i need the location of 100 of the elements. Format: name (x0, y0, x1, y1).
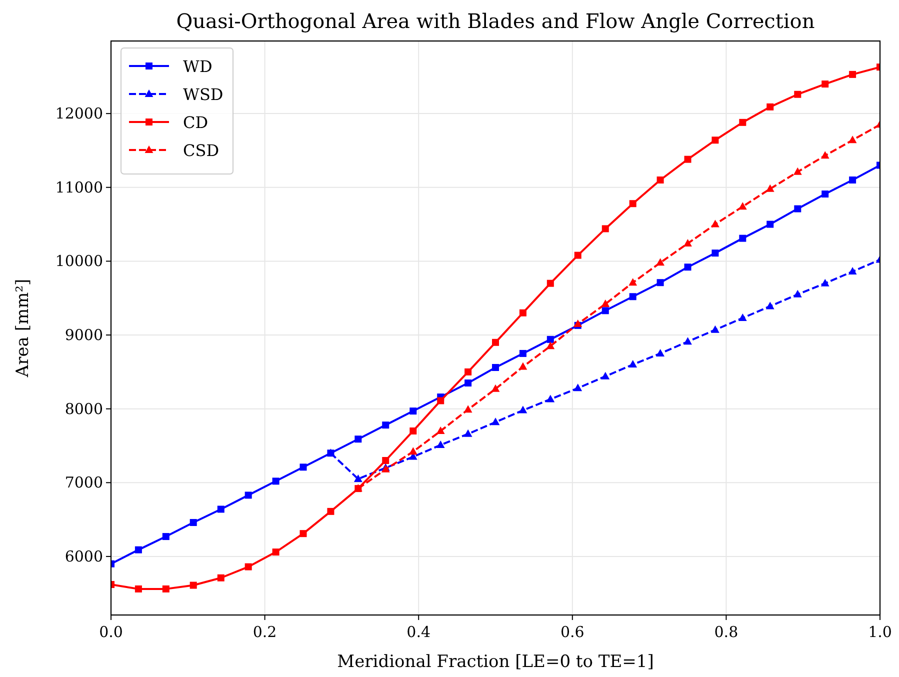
y-tick-label: 9000 (64, 326, 103, 344)
point (410, 408, 417, 415)
point (739, 118, 746, 126)
point (712, 136, 719, 144)
point (574, 252, 582, 259)
point (629, 200, 636, 208)
point (327, 508, 334, 515)
point (684, 156, 692, 163)
x-tick-label: 0.4 (406, 623, 431, 641)
x-tick-label: 0.0 (99, 623, 123, 641)
x-tick-label: 0.2 (252, 623, 277, 641)
point (410, 427, 417, 434)
point (766, 220, 774, 228)
point (629, 293, 636, 300)
point (519, 350, 526, 357)
point (190, 582, 197, 589)
y-tick-label: 10000 (55, 252, 103, 270)
x-tick-label: 1.0 (868, 623, 892, 641)
point (820, 151, 830, 159)
point (300, 464, 307, 471)
point (711, 325, 720, 333)
point (436, 426, 445, 434)
point (822, 190, 829, 198)
point (437, 397, 444, 404)
point (134, 546, 142, 554)
point (272, 548, 280, 556)
point (766, 302, 774, 310)
point (848, 136, 857, 144)
point (518, 406, 528, 414)
point (793, 167, 802, 175)
point (684, 264, 692, 271)
point (354, 474, 362, 482)
point (436, 440, 445, 448)
point (712, 250, 719, 257)
x-tick-label: 0.6 (560, 623, 584, 641)
y-tick-label: 6000 (64, 547, 103, 566)
point (684, 337, 692, 345)
point (382, 422, 390, 429)
point (464, 368, 472, 376)
point (601, 300, 610, 308)
point (738, 314, 747, 322)
point (822, 80, 829, 88)
point (546, 394, 555, 402)
point (684, 238, 692, 246)
point (354, 436, 362, 443)
point (464, 429, 472, 437)
point (491, 384, 500, 392)
point (492, 364, 499, 371)
point (464, 405, 472, 413)
chart-title: Quasi-Orthogonal Area with Blades and Flow Angle Correction (176, 9, 815, 33)
point (217, 506, 224, 513)
point (628, 360, 638, 368)
point (272, 478, 280, 485)
y-tick-label: 11000 (55, 178, 103, 196)
point (820, 278, 830, 286)
legend-label: CD (183, 113, 208, 132)
point (628, 278, 638, 286)
point (794, 205, 802, 212)
point (793, 290, 802, 298)
y-tick-label: 8000 (64, 400, 103, 418)
point (574, 319, 582, 327)
x-axis-title: Meridional Fraction [LE=0 to TE=1] (337, 652, 654, 672)
point (382, 457, 390, 464)
point (739, 234, 746, 242)
point (602, 225, 609, 232)
point (217, 574, 224, 582)
point (602, 307, 609, 314)
point (244, 492, 252, 499)
point (546, 336, 554, 343)
point (656, 279, 664, 286)
y-axis-title: Area [mm²] (13, 278, 33, 378)
point (601, 372, 610, 380)
point (244, 563, 252, 570)
point (492, 338, 499, 346)
x-tick-label: 0.8 (714, 623, 738, 641)
point (546, 342, 555, 350)
point (766, 103, 774, 110)
point (300, 530, 307, 538)
point (162, 585, 170, 592)
point (464, 379, 472, 386)
point (574, 384, 582, 392)
legend-label: WD (183, 57, 212, 76)
point (546, 280, 554, 287)
point (519, 309, 526, 316)
point (794, 90, 802, 98)
point (849, 70, 856, 78)
legend-label: WSD (183, 85, 224, 104)
point (491, 418, 500, 426)
point (518, 362, 528, 370)
legend-label: CSD (183, 141, 220, 160)
point (162, 533, 170, 540)
point (849, 176, 856, 184)
point (711, 220, 720, 228)
point (656, 348, 664, 356)
point (134, 585, 142, 592)
point (848, 267, 857, 275)
y-tick-label: 12000 (55, 104, 103, 123)
y-tick-label: 7000 (64, 474, 103, 492)
point (738, 202, 747, 210)
point (656, 258, 664, 266)
